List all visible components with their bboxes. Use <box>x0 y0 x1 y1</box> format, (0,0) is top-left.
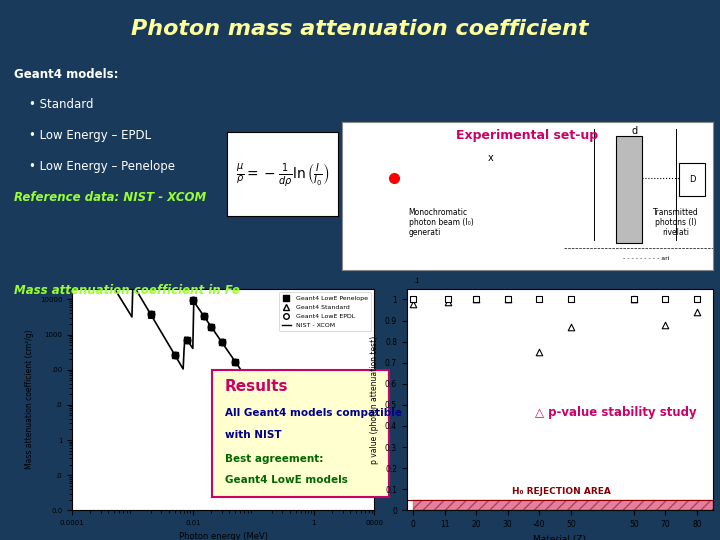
Point <box>565 322 577 331</box>
Text: Monochromatic
photon beam (I₀)
generati: Monochromatic photon beam (I₀) generati <box>409 207 474 238</box>
Text: Best agreement:: Best agreement: <box>225 454 323 464</box>
Point <box>660 320 671 329</box>
Point <box>691 295 703 304</box>
Text: $\frac{\mu}{\rho} = -\frac{1}{d\rho}\ln\left(\frac{I}{I_0}\right)$: $\frac{\mu}{\rho} = -\frac{1}{d\rho}\ln\… <box>235 161 330 187</box>
Legend: Geant4 LowE Penelope, Geant4 Standard, Geant4 LowE EPDL, NIST - XCOM: Geant4 LowE Penelope, Geant4 Standard, G… <box>279 292 372 332</box>
Point <box>442 297 454 306</box>
Text: • Low Energy – EPDL: • Low Energy – EPDL <box>29 129 151 142</box>
Point <box>534 348 545 356</box>
Point <box>470 295 482 304</box>
Text: - - - - - - - - - ari: - - - - - - - - - ari <box>623 255 670 261</box>
Text: Experimental set-up: Experimental set-up <box>456 129 598 142</box>
Text: with NIST: with NIST <box>225 429 282 440</box>
Text: D: D <box>689 175 696 184</box>
Point <box>691 295 703 304</box>
Text: • Standard: • Standard <box>29 98 94 111</box>
Point <box>408 295 419 304</box>
Point <box>628 295 639 304</box>
Point <box>628 295 639 304</box>
Text: Results: Results <box>225 379 288 394</box>
Point <box>442 295 454 304</box>
Point <box>502 295 513 304</box>
Text: Transmitted
photons (I)
rivelati: Transmitted photons (I) rivelati <box>653 207 698 238</box>
Point <box>408 295 419 304</box>
Text: Photon mass attenuation coefficient: Photon mass attenuation coefficient <box>131 19 589 39</box>
Text: Mass attenuation coefficient in Fe: Mass attenuation coefficient in Fe <box>14 284 240 296</box>
Bar <box>680 163 706 195</box>
Text: d: d <box>632 126 638 136</box>
Text: Geant4 LowE models: Geant4 LowE models <box>225 475 348 485</box>
Point <box>470 295 482 304</box>
Y-axis label: p value (photon attenuation test): p value (photon attenuation test) <box>370 335 379 464</box>
Text: • Low Energy – Penelope: • Low Energy – Penelope <box>29 160 175 173</box>
Text: H₀ REJECTION AREA: H₀ REJECTION AREA <box>512 487 611 496</box>
Point <box>502 295 513 304</box>
Point <box>660 295 671 304</box>
Point <box>408 299 419 308</box>
Point <box>565 295 577 304</box>
Text: △ p-value stability study: △ p-value stability study <box>535 407 697 420</box>
Bar <box>616 136 642 243</box>
Point <box>628 295 639 304</box>
Point <box>470 295 482 304</box>
Point <box>691 308 703 316</box>
Text: All Geant4 models compatible: All Geant4 models compatible <box>225 408 402 418</box>
Point <box>534 295 545 304</box>
Point <box>502 295 513 304</box>
Y-axis label: Mass attenuation coefficient (cm²/g): Mass attenuation coefficient (cm²/g) <box>25 330 35 469</box>
Text: Reference data: NIST - XCOM: Reference data: NIST - XCOM <box>14 191 207 204</box>
Text: x: x <box>487 153 493 163</box>
Point <box>660 295 671 304</box>
Text: .1: .1 <box>413 279 420 285</box>
X-axis label: Photon energy (MeV): Photon energy (MeV) <box>179 531 268 540</box>
Point <box>565 295 577 304</box>
X-axis label: Material (Z): Material (Z) <box>534 535 586 540</box>
Text: Geant4 models:: Geant4 models: <box>14 68 119 80</box>
Point <box>442 295 454 304</box>
Point <box>534 295 545 304</box>
